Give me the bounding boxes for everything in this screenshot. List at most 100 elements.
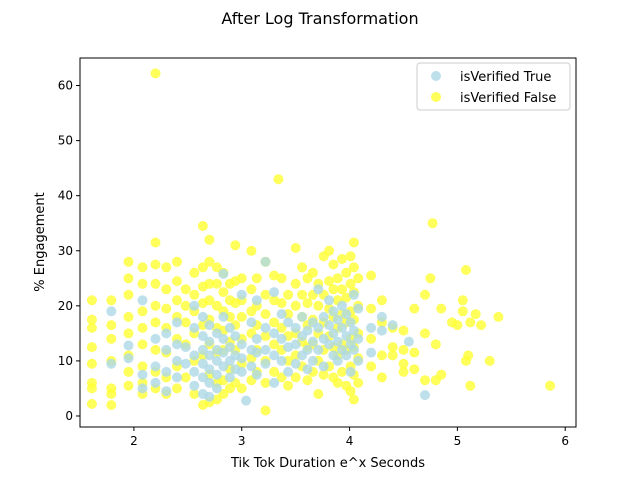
- point-isverified-true: [204, 336, 215, 347]
- point-isverified-false: [387, 342, 398, 353]
- point-isverified-true: [241, 395, 252, 406]
- point-isverified-false: [457, 295, 468, 306]
- point-isverified-true: [302, 344, 313, 355]
- point-isverified-true: [318, 311, 329, 322]
- point-isverified-true: [324, 295, 335, 306]
- point-isverified-false: [236, 311, 247, 322]
- point-isverified-false: [150, 300, 161, 311]
- x-axis-ticks: 2 3 4 5 6: [130, 427, 569, 448]
- point-isverified-false: [276, 273, 287, 284]
- y-tick-label: 20: [58, 299, 73, 313]
- point-isverified-false: [420, 328, 430, 339]
- point-isverified-false: [290, 300, 301, 311]
- point-isverified-true: [313, 322, 324, 333]
- point-isverified-false: [463, 350, 474, 361]
- point-isverified-true: [218, 268, 229, 279]
- point-isverified-false: [150, 68, 161, 79]
- point-isverified-true: [236, 339, 247, 350]
- point-isverified-true: [246, 317, 257, 328]
- point-isverified-false: [297, 289, 308, 300]
- point-isverified-false: [123, 366, 134, 377]
- point-isverified-false: [332, 377, 343, 388]
- point-isverified-false: [398, 366, 409, 377]
- point-isverified-false: [86, 295, 97, 306]
- point-isverified-false: [137, 262, 148, 273]
- y-tick-label: 10: [58, 354, 73, 368]
- point-isverified-true: [341, 331, 352, 342]
- point-isverified-false: [123, 273, 134, 284]
- legend-label-verified-false: isVerified False: [460, 91, 556, 106]
- point-isverified-false: [366, 361, 377, 372]
- point-isverified-true: [150, 333, 161, 344]
- point-isverified-false: [430, 339, 441, 350]
- point-isverified-false: [204, 278, 215, 289]
- point-isverified-true: [276, 333, 287, 344]
- point-isverified-true: [172, 317, 182, 328]
- point-isverified-true: [353, 333, 364, 344]
- point-isverified-false: [218, 287, 229, 298]
- point-isverified-false: [106, 333, 117, 344]
- point-isverified-true: [150, 361, 161, 372]
- point-isverified-true: [260, 344, 271, 355]
- point-isverified-true: [302, 364, 313, 375]
- point-isverified-false: [425, 273, 436, 284]
- point-isverified-true: [276, 355, 287, 366]
- point-isverified-false: [86, 383, 97, 394]
- chart-title: After Log Transformation: [221, 9, 418, 28]
- y-axis-label: % Engagement: [33, 192, 48, 291]
- point-isverified-false: [123, 289, 134, 300]
- point-isverified-false: [307, 267, 318, 278]
- point-isverified-true: [318, 361, 329, 372]
- point-isverified-false: [86, 358, 97, 369]
- point-isverified-false: [493, 311, 504, 322]
- point-isverified-false: [86, 342, 97, 353]
- point-isverified-false: [260, 289, 271, 300]
- point-isverified-false: [86, 314, 97, 325]
- point-isverified-true: [260, 358, 271, 369]
- point-isverified-false: [189, 389, 200, 399]
- point-isverified-true: [189, 366, 200, 377]
- point-isverified-true: [251, 295, 262, 306]
- point-isverified-false: [337, 366, 347, 377]
- point-isverified-false: [545, 380, 556, 391]
- point-isverified-true: [218, 311, 229, 322]
- point-isverified-false: [409, 303, 420, 314]
- point-isverified-true: [150, 377, 161, 388]
- point-isverified-false: [260, 331, 271, 342]
- point-isverified-false: [420, 289, 430, 300]
- point-isverified-true: [348, 325, 359, 336]
- point-isverified-false: [290, 243, 301, 253]
- point-isverified-false: [123, 328, 134, 339]
- point-isverified-true: [337, 322, 347, 333]
- point-isverified-false: [353, 377, 364, 388]
- point-isverified-true: [345, 366, 356, 377]
- point-isverified-false: [269, 366, 280, 377]
- point-isverified-true: [251, 333, 262, 344]
- point-isverified-false: [123, 380, 134, 391]
- point-isverified-true: [269, 328, 280, 339]
- point-isverified-false: [465, 380, 476, 391]
- point-isverified-false: [465, 317, 476, 328]
- point-isverified-true: [290, 339, 301, 350]
- point-isverified-true: [324, 339, 335, 350]
- point-isverified-false: [283, 380, 294, 391]
- legend-box: [416, 62, 571, 111]
- x-tick-label: 4: [346, 434, 354, 448]
- point-isverified-false: [172, 256, 182, 267]
- point-isverified-false: [345, 251, 356, 262]
- point-isverified-true: [332, 314, 343, 325]
- point-isverified-true: [313, 344, 324, 355]
- point-isverified-false: [387, 350, 398, 361]
- y-axis-ticks: 0 10 20 30 40 50 60: [58, 79, 80, 423]
- point-isverified-false: [328, 259, 339, 270]
- point-isverified-false: [348, 394, 359, 405]
- point-isverified-true: [297, 311, 308, 322]
- point-isverified-true: [387, 320, 398, 331]
- point-isverified-false: [246, 245, 257, 256]
- point-isverified-false: [457, 306, 468, 317]
- point-isverified-true: [251, 347, 262, 358]
- point-isverified-false: [204, 256, 215, 267]
- x-tick-label: 6: [561, 434, 569, 448]
- x-tick-label: 5: [454, 434, 462, 448]
